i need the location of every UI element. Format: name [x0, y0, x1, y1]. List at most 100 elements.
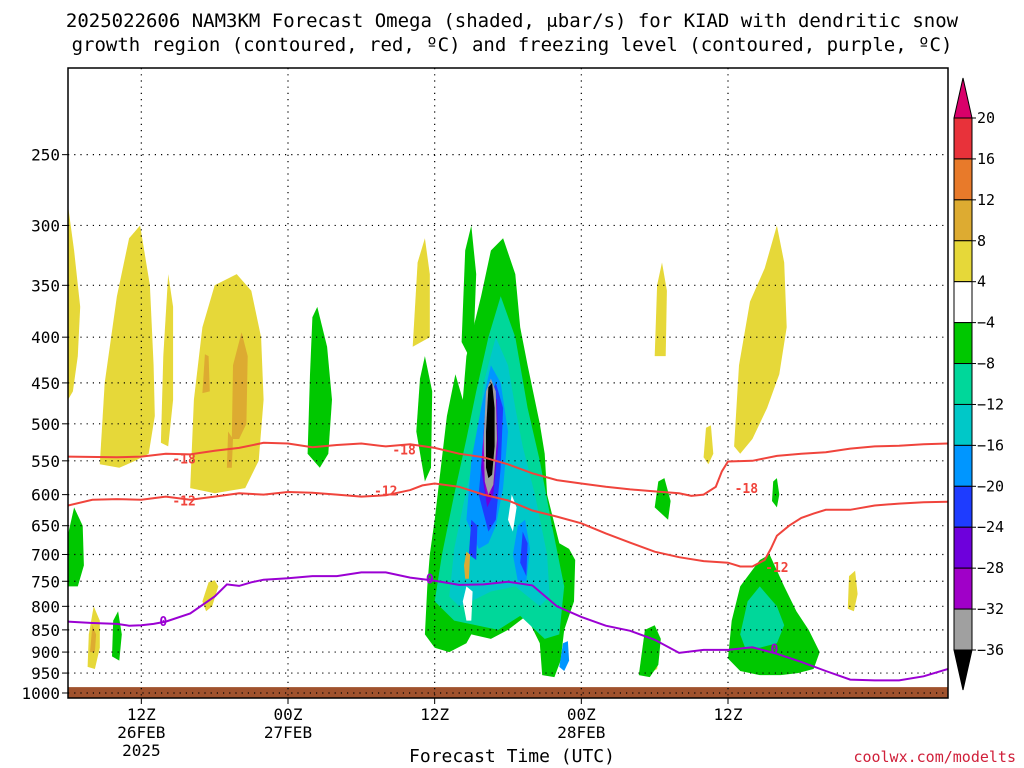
colorbar-label: −32: [977, 600, 1004, 618]
contour-label: -18: [172, 453, 196, 468]
omega-region: [412, 238, 430, 347]
y-tick-label: 450: [31, 374, 60, 393]
y-tick-label: 750: [31, 572, 60, 591]
colorbar-label: −20: [977, 477, 1004, 495]
y-tick-label: 250: [31, 146, 60, 165]
omega-region: [847, 570, 858, 612]
omega-region: [654, 478, 671, 520]
colorbar-label: −28: [977, 559, 1004, 577]
x-tick-label: 26FEB: [117, 723, 165, 742]
x-axis-label: Forecast Time (UTC): [409, 746, 615, 767]
omega-region: [559, 641, 570, 671]
y-tick-label: 550: [31, 452, 60, 471]
colorbar-cell: [953, 281, 973, 324]
omega-region: [703, 425, 714, 465]
omega-region: [99, 225, 155, 468]
omega-region: [68, 205, 81, 400]
contour-line: [68, 482, 948, 568]
colorbar-label: −4: [977, 314, 995, 332]
colorbar-label: −12: [977, 395, 1004, 413]
omega-region: [468, 519, 478, 560]
colorbar-label: 20: [977, 109, 995, 127]
colorbar-cell: [953, 158, 973, 201]
colorbar-cell: [953, 444, 973, 487]
y-axis-ticks: 250 300 350 400 450 500 550 600 650 700 750 800 850 9…: [21, 146, 68, 703]
omega-region: [68, 507, 84, 587]
x-tick-label: 12Z: [714, 705, 743, 724]
x-tick-label: 00Z: [567, 705, 596, 724]
colorbar-cell: [953, 526, 973, 569]
omega-region: [190, 274, 264, 494]
colorbar-label: 12: [977, 191, 995, 209]
y-tick-label: 500: [31, 415, 60, 434]
colorbar: 20 16 12 8 4 −4 −8 −12 −16 −20 −24 −28 −32 −36: [953, 77, 1004, 691]
omega-region: [461, 225, 477, 357]
colorbar-cell: [953, 77, 973, 119]
contour-line: [68, 441, 948, 497]
omega-region: [202, 354, 210, 394]
omega-region: [734, 225, 787, 454]
omega-region: [160, 274, 174, 447]
colorbar-cell: [953, 240, 973, 283]
colorbar-label: −24: [977, 518, 1004, 536]
chart-title-line-1: 2025022606 NAM3KM Forecast Omega (shaded…: [65, 10, 959, 32]
colorbar-cell: [953, 649, 973, 691]
colorbar-cell: [953, 403, 973, 446]
colorbar-cell: [953, 199, 973, 242]
omega-region: [772, 478, 780, 508]
y-tick-label: 850: [31, 621, 60, 640]
y-tick-label: 900: [31, 643, 60, 662]
omega-region: [416, 356, 433, 482]
x-tick-label: 12Z: [420, 705, 449, 724]
x-tick-label: 2025: [122, 741, 161, 760]
y-tick-label: 700: [31, 545, 60, 564]
colorbar-label: −16: [977, 436, 1004, 454]
x-tick-label: 28FEB: [557, 723, 605, 742]
y-tick-label: 1000: [21, 684, 60, 703]
colorbar-cell: [953, 608, 973, 651]
contour-label: -18: [392, 443, 416, 458]
contour-label: 0: [426, 573, 434, 588]
contour-line: [68, 571, 948, 682]
omega-region: [638, 625, 661, 678]
omega-region: [112, 611, 122, 661]
contour-label: -18: [735, 482, 759, 497]
y-tick-label: 650: [31, 517, 60, 536]
contour-label: -12: [765, 561, 788, 576]
ground-surface: [68, 687, 948, 698]
contour-label: 0: [159, 615, 167, 630]
omega-region: [231, 332, 248, 439]
colorbar-label: 16: [977, 150, 995, 168]
omega-region: [462, 586, 473, 621]
omega-region: [740, 586, 785, 648]
colorbar-label: 8: [977, 232, 986, 250]
omega-region: [307, 306, 332, 468]
contour-label: -12: [172, 494, 195, 509]
colorbar-cell: [953, 322, 973, 365]
chart-title-line-2: growth region (contoured, red, ºC) and f…: [71, 34, 953, 56]
y-tick-label: 800: [31, 597, 60, 616]
colorbar-label: 4: [977, 273, 986, 291]
x-tick-label: 27FEB: [264, 723, 312, 742]
omega-region: [654, 262, 667, 357]
omega-region: [520, 531, 528, 577]
colorbar-label: −36: [977, 641, 1004, 659]
colorbar-cell: [953, 117, 973, 160]
contour-label: -12: [374, 485, 397, 500]
omega-region: [486, 382, 495, 479]
omega-region: [90, 625, 97, 653]
y-tick-label: 600: [31, 486, 60, 505]
x-tick-label: 12Z: [127, 705, 156, 724]
colorbar-label: −8: [977, 355, 995, 373]
colorbar-cell: [953, 363, 973, 405]
omega-shading: [68, 205, 858, 678]
contour-label: 0: [771, 643, 779, 658]
x-tick-label: 00Z: [274, 705, 303, 724]
colorbar-cell: [953, 567, 973, 610]
y-tick-label: 950: [31, 664, 60, 683]
y-tick-label: 350: [31, 276, 60, 295]
credit-text: coolwx.com/modelts: [853, 748, 1016, 766]
colorbar-cell: [953, 485, 973, 528]
